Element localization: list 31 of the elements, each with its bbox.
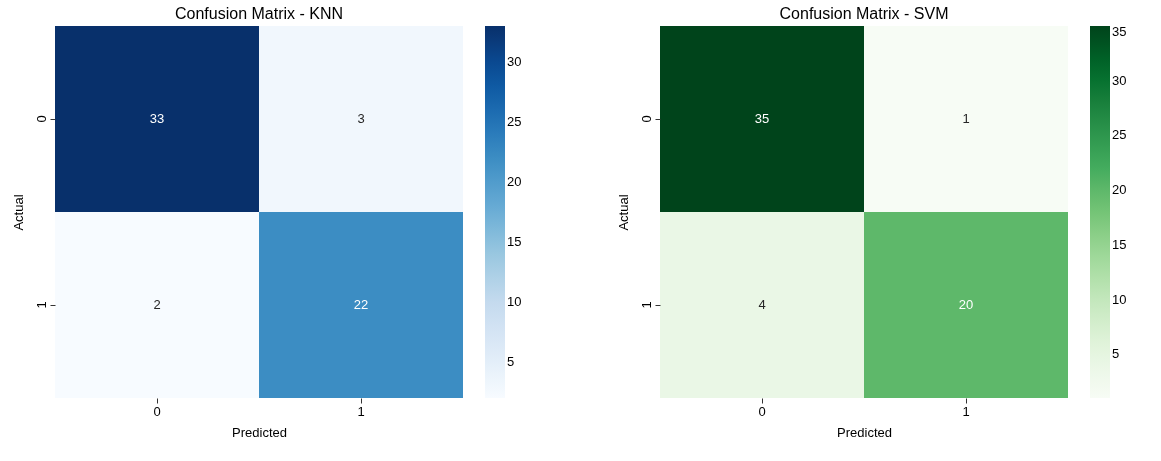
data-label: 22	[353, 297, 369, 312]
y-axis-title: Actual	[10, 194, 26, 231]
x-axis-title: Predicted	[232, 424, 287, 440]
chart-title: Confusion Matrix - KNN	[174, 5, 344, 22]
color-bar-label: 30	[507, 54, 522, 69]
data-label: 35	[754, 111, 770, 126]
data-label: 4	[758, 297, 766, 312]
color-bar-label: 30	[1112, 72, 1127, 88]
x-tick-label: 1	[962, 403, 970, 419]
chart-title: Confusion Matrix - SVM	[779, 5, 949, 22]
color-bar-label: 5	[1112, 346, 1120, 362]
color-bar-label: 25	[507, 114, 522, 129]
color-bar-label: 15	[1112, 236, 1127, 252]
color-bar-label: 10	[507, 294, 522, 309]
color-bar-label: 15	[507, 234, 522, 249]
x-tick-label: 1	[357, 403, 365, 419]
data-label: 3	[357, 111, 365, 126]
color-bar-label: 25	[1112, 127, 1127, 143]
color-bar-label: 10	[1112, 291, 1127, 307]
color-bar-label: 20	[507, 174, 522, 189]
data-label: 33	[149, 111, 165, 126]
data-label: 20	[958, 297, 974, 312]
color-bar-label: 20	[1112, 182, 1127, 198]
x-tick-label: 0	[153, 403, 161, 419]
color-bar-label: 35	[1112, 24, 1127, 39]
data-label: 2	[153, 297, 161, 312]
x-axis-title: Predicted	[837, 424, 892, 440]
color-bar-label: 5	[507, 354, 515, 369]
y-axis-title: Actual	[615, 194, 631, 231]
x-tick-label: 0	[758, 403, 766, 419]
data-label: 1	[962, 111, 970, 126]
